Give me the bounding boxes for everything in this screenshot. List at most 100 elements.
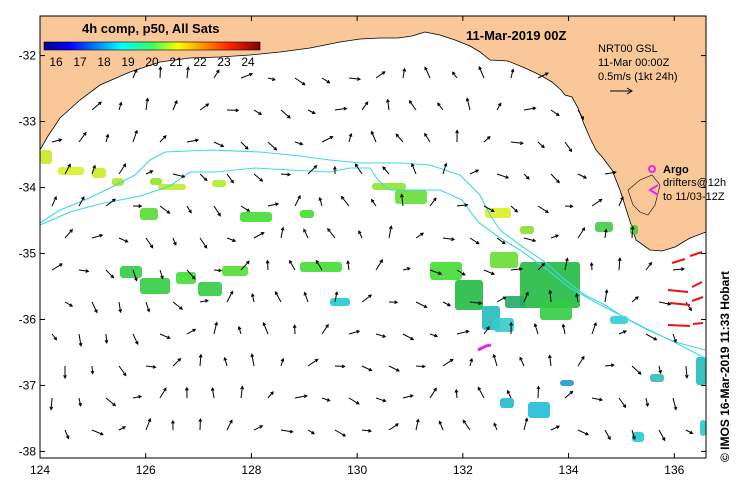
current-arrow <box>618 397 627 409</box>
current-arrow <box>561 323 566 335</box>
drifters-label: drifters@12h <box>663 177 726 189</box>
colorbar-gradient <box>43 41 261 51</box>
colorbar-tick-label: 22 <box>193 55 207 69</box>
current-arrow <box>577 355 585 367</box>
current-arrow <box>510 141 524 145</box>
current-arrow <box>294 141 304 146</box>
current-arrow <box>213 141 225 148</box>
current-arrow <box>49 397 54 411</box>
drifter-track <box>671 258 686 264</box>
drifter-track <box>667 289 689 293</box>
current-arrow <box>340 195 350 207</box>
plot-frame <box>39 15 707 459</box>
current-arrow <box>78 269 90 273</box>
contour-outer <box>39 167 706 359</box>
colorbar-ticks: 16 17 18 19 20 21 22 23 24 <box>49 55 255 69</box>
current-vectors <box>49 65 694 442</box>
current-arrow <box>159 387 167 399</box>
current-arrow <box>462 419 471 431</box>
current-arrow <box>118 365 127 377</box>
current-arrow <box>575 292 579 303</box>
current-arrow <box>253 232 265 239</box>
current-arrow <box>64 228 73 239</box>
current-arrow <box>415 301 428 308</box>
sst-patch <box>560 380 574 386</box>
current-arrow <box>199 299 209 303</box>
drifter-track <box>667 324 691 327</box>
argo-marker-symbol <box>648 165 656 173</box>
current-arrow <box>354 163 363 175</box>
current-arrow <box>223 356 228 367</box>
sst-patch <box>240 212 272 222</box>
current-arrow <box>226 173 234 184</box>
current-arrow <box>118 163 127 175</box>
current-arrow <box>591 198 603 207</box>
colorbar-tick-label: 16 <box>49 55 63 69</box>
current-arrow <box>294 394 308 399</box>
current-arrow <box>118 426 127 431</box>
current-arrow <box>415 418 420 431</box>
current-arrow <box>402 267 411 271</box>
current-arrow <box>411 162 417 175</box>
current-arrow <box>105 198 117 207</box>
scale-arrow-icon <box>610 87 633 95</box>
current-arrow <box>159 135 167 143</box>
current-arrow <box>548 354 552 367</box>
current-arrow <box>315 259 323 271</box>
current-arrow <box>510 267 523 271</box>
current-arrow <box>226 237 237 242</box>
current-arrow <box>240 260 250 271</box>
current-arrow <box>492 353 498 367</box>
current-arrow <box>388 365 400 372</box>
current-arrow <box>617 257 622 271</box>
y-tick-label: -38 <box>19 444 37 458</box>
current-arrow <box>469 301 483 305</box>
current-arrow <box>186 328 197 335</box>
current-arrow <box>118 301 123 314</box>
sst-patch <box>595 222 613 232</box>
current-arrow <box>496 296 507 303</box>
current-arrow <box>226 290 234 303</box>
current-arrow <box>172 99 178 111</box>
current-arrow <box>429 269 443 275</box>
current-arrow <box>577 227 586 239</box>
current-arrow <box>132 269 138 282</box>
current-arrow <box>442 358 454 367</box>
sst-patch <box>455 280 483 310</box>
current-arrow <box>91 429 104 436</box>
current-arrow <box>395 133 404 143</box>
current-arrow <box>184 386 189 399</box>
current-arrow <box>658 365 662 375</box>
current-arrow <box>388 300 399 305</box>
current-arrow <box>454 388 459 399</box>
current-arrow <box>533 322 539 335</box>
current-arrow <box>250 353 255 367</box>
credit-text: © IMOS 16-Mar-2019 11:33 Hobart <box>718 271 732 462</box>
current-arrow <box>429 387 437 399</box>
current-arrow <box>334 291 339 303</box>
current-arrow <box>509 321 514 335</box>
current-arrow <box>483 205 495 212</box>
drifter-track <box>692 322 704 325</box>
current-arrow <box>451 71 458 79</box>
current-arrow <box>510 68 515 79</box>
current-arrow <box>104 333 109 344</box>
current-arrow <box>240 385 244 399</box>
current-arrow <box>523 417 529 431</box>
drifters-time-label: to 11/03-12Z <box>663 191 725 203</box>
current-arrow <box>280 357 285 367</box>
current-arrow <box>199 173 208 182</box>
current-arrow <box>437 102 444 111</box>
current-arrow <box>327 227 336 239</box>
argo-label: Argo <box>663 164 689 176</box>
sst-patch <box>520 262 580 308</box>
current-arrow <box>240 205 251 212</box>
current-arrow <box>321 323 329 335</box>
current-arrow <box>375 397 387 403</box>
current-arrow <box>672 397 678 411</box>
current-arrow <box>132 204 143 208</box>
current-arrow <box>226 108 240 113</box>
current-arrow <box>280 109 291 119</box>
current-arrow <box>456 269 466 276</box>
current-arrow <box>455 129 459 143</box>
